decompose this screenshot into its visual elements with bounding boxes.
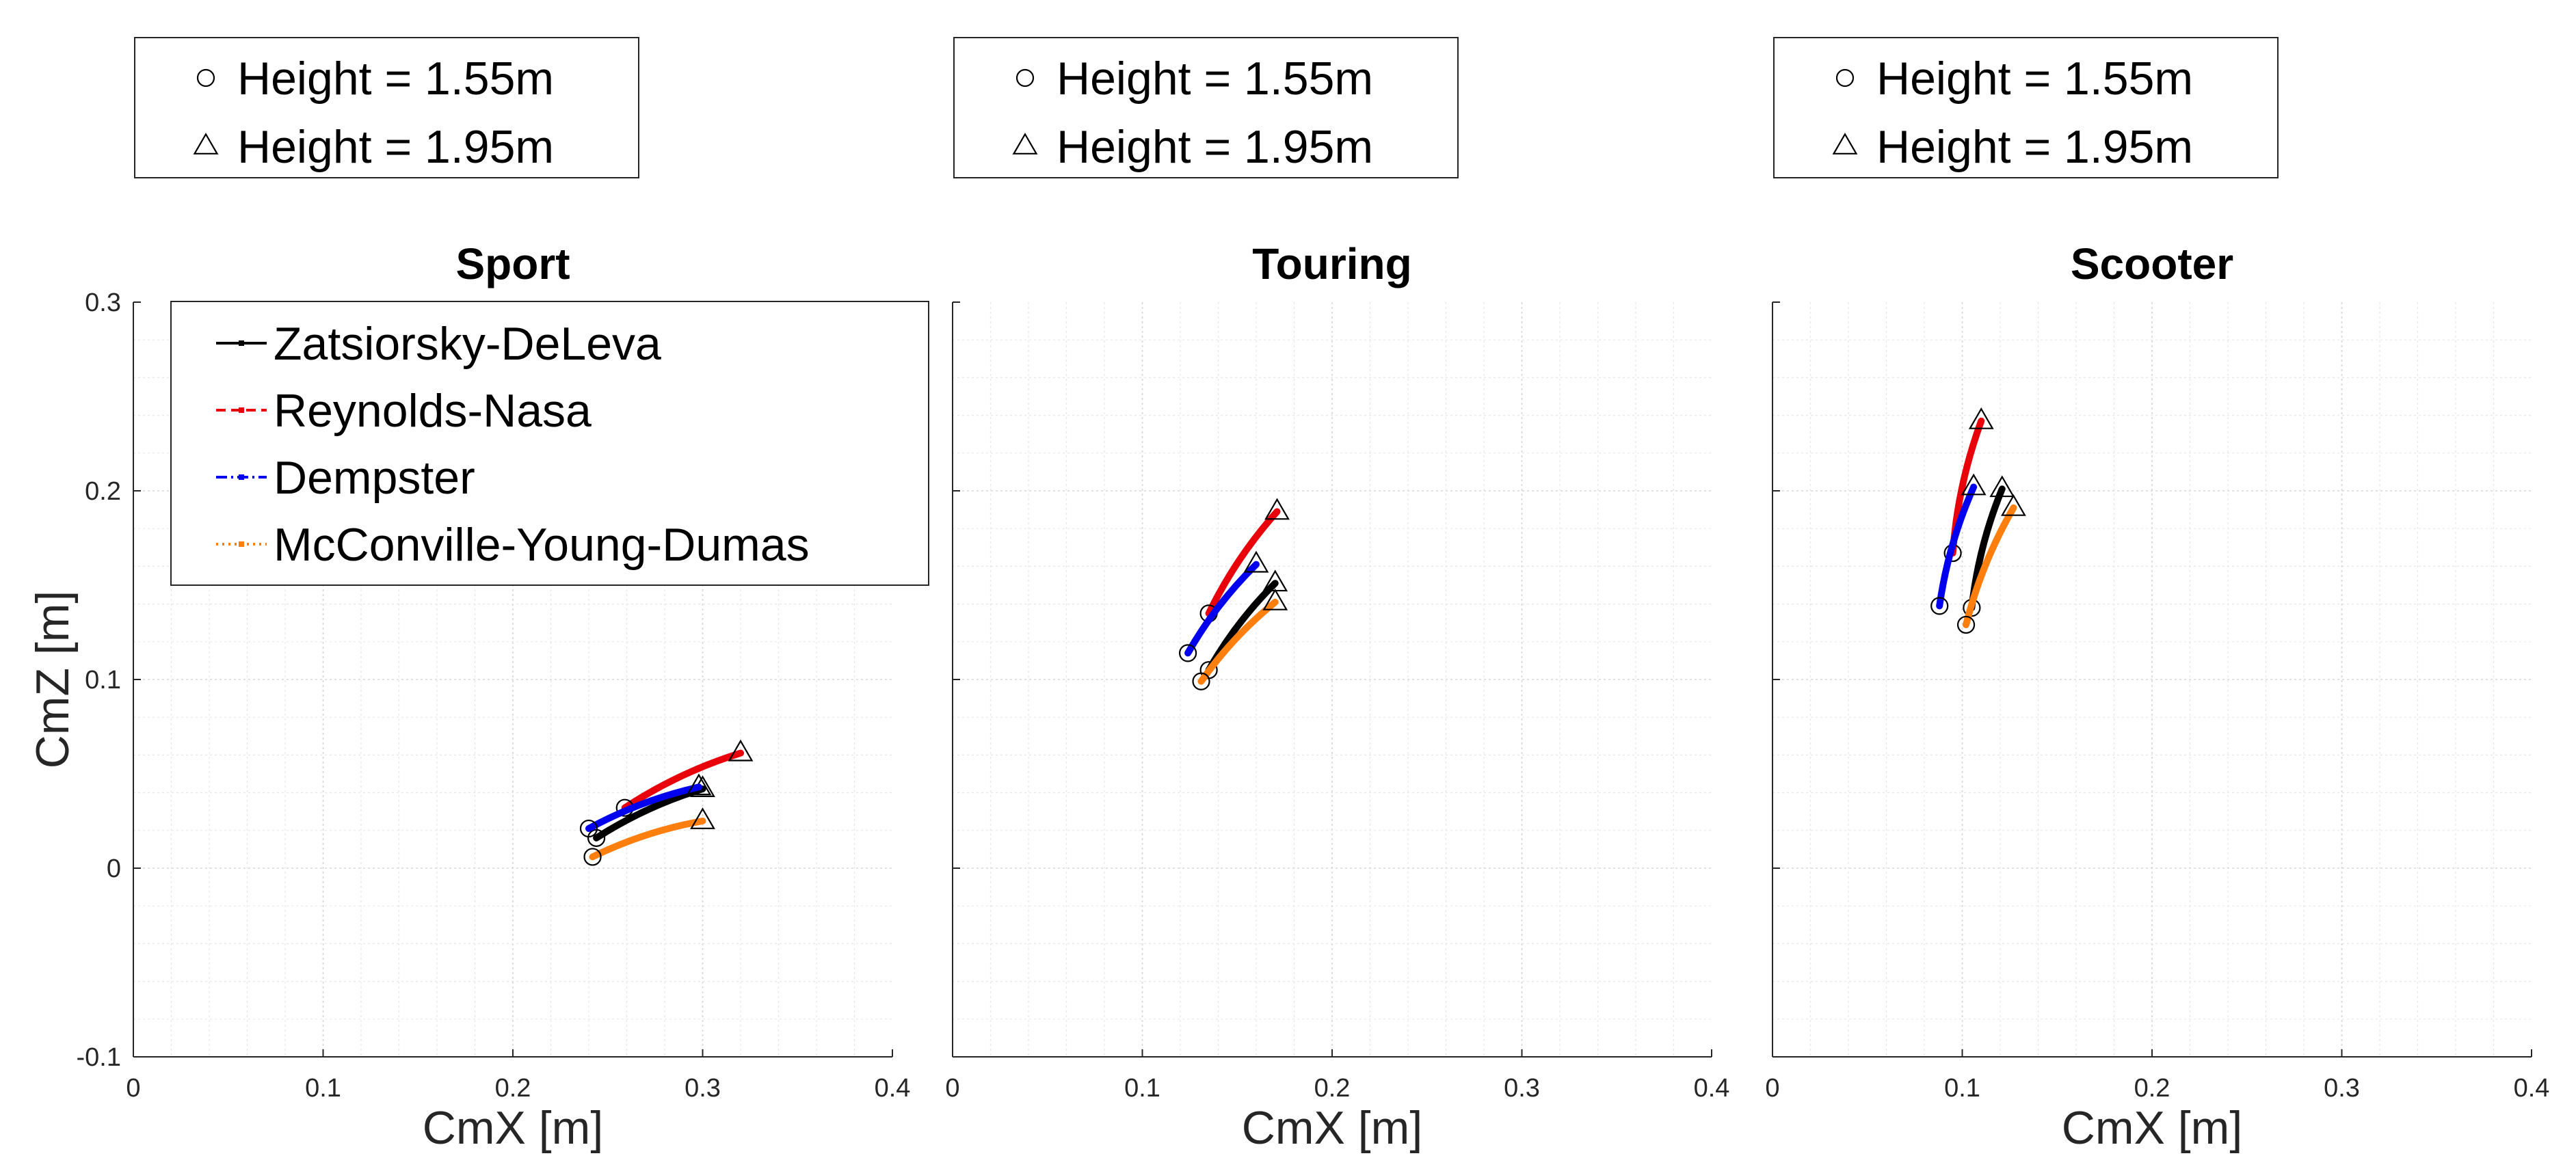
triangle-marker-icon [193, 133, 219, 154]
x-axis-label: CmX [m] [423, 1102, 603, 1154]
legend-box [1773, 37, 2279, 178]
y-tick-label: 0 [107, 854, 121, 883]
series-line [589, 818, 706, 861]
y-axis-label: CmZ [m] [27, 591, 79, 769]
x-tick-label: 0 [126, 1074, 140, 1103]
circle-marker-icon [196, 68, 215, 88]
series-dempster [1930, 473, 1987, 615]
x-tick-label: 0.3 [685, 1074, 721, 1103]
subplot-touring: 0 0.1 0.2 0.3 0.4 Touring CmX [m] [945, 239, 1729, 1154]
subplot-scooter: 0 0.1 0.2 0.3 0.4 Scooter CmX [m] [1765, 239, 2549, 1154]
legend-box [170, 301, 929, 586]
grid [953, 302, 1712, 1057]
y-tick-label: 0.1 [85, 666, 121, 695]
series-line [1205, 508, 1281, 617]
end-marker [1264, 498, 1290, 520]
end-marker [1262, 588, 1288, 610]
legend-label: Dempster [274, 452, 475, 504]
end-marker [1968, 407, 1994, 429]
series-line [593, 785, 706, 842]
y-tick-label: 0.2 [85, 477, 121, 506]
height-legend-2: Height = 1.55m Height = 1.95m [953, 37, 1459, 178]
y-tick-label: 0.3 [85, 288, 121, 317]
series-line [1936, 483, 1978, 610]
legend-label: Height = 1.55m [1876, 53, 2193, 105]
start-marker [1956, 615, 1976, 634]
start-marker [1178, 644, 1197, 662]
x-tick-label: 0.1 [1944, 1074, 1980, 1103]
circle-marker-icon [1015, 68, 1035, 88]
legend-point-icon [239, 541, 244, 547]
start-marker [1930, 597, 1949, 615]
legend-label: Height = 1.95m [1876, 121, 2193, 173]
series-line [621, 749, 744, 811]
end-marker [1243, 550, 1269, 573]
end-marker [728, 739, 754, 762]
legend-point-icon [239, 474, 244, 480]
legend-label: Reynolds-Nasa [274, 385, 592, 437]
legend-label: McConville-Young-Dumas [274, 519, 810, 571]
x-tick-label: 0.3 [1504, 1074, 1540, 1103]
x-axis-label: CmX [m] [2062, 1102, 2242, 1154]
legend-entry-mcconville-young-dumas: McConville-Young-Dumas [216, 519, 810, 571]
end-marker [2001, 494, 2026, 516]
x-tick-label: 0.2 [2134, 1074, 2170, 1103]
y-tick-label: -0.1 [77, 1043, 121, 1072]
x-axis-label: CmX [m] [1242, 1102, 1422, 1154]
legend-label: Height = 1.55m [1057, 53, 1373, 105]
height-legend-1: Height = 1.55m Height = 1.95m [134, 37, 639, 178]
x-tick-label: 0.1 [1124, 1074, 1160, 1103]
series-dempster [1178, 550, 1269, 662]
subplot-title: Touring [1252, 239, 1411, 288]
series-mcconville-young-dumas [1192, 588, 1288, 690]
x-tick-label: 0.2 [1314, 1074, 1351, 1103]
end-marker [686, 773, 712, 796]
legend-entry-reynolds-nasa: Reynolds-Nasa [216, 385, 592, 437]
legend-label: Zatsiorsky-DeLeva [274, 318, 661, 370]
start-marker [1192, 672, 1210, 690]
legend-point-icon [239, 340, 244, 346]
circle-marker-icon [1835, 68, 1855, 88]
legend-label: Height = 1.95m [237, 121, 554, 173]
subplot-title: Scooter [2071, 239, 2233, 288]
series-dempster [579, 773, 712, 838]
series-line [1963, 504, 2017, 628]
x-tick-label: 0.1 [305, 1074, 341, 1103]
start-marker [583, 848, 602, 866]
subplot-title: Sport [455, 239, 570, 288]
end-marker [1961, 473, 1987, 496]
x-tick-label: 0.4 [2514, 1074, 2550, 1103]
series-mcconville-young-dumas [1956, 494, 2026, 634]
model-legend: Zatsiorsky-DeLeva Reynolds-Nasa Dempster Mc… [170, 301, 929, 586]
series-mcconville-young-dumas [583, 807, 715, 866]
start-marker [579, 819, 598, 838]
grid [1772, 302, 2532, 1057]
x-tick-label: 0.3 [2324, 1074, 2360, 1103]
x-tick-label: 0.4 [875, 1074, 911, 1103]
legend-box [134, 37, 639, 178]
triangle-marker-icon [1012, 133, 1038, 154]
height-legend-3: Height = 1.55m Height = 1.95m [1773, 37, 2279, 178]
x-tick-label: 0.2 [495, 1074, 531, 1103]
series-line [1184, 561, 1260, 657]
x-tick-label: 0 [1765, 1074, 1779, 1103]
legend-point-icon [239, 407, 244, 413]
x-tick-label: 0 [945, 1074, 959, 1103]
legend-label: Height = 1.55m [237, 53, 554, 105]
legend-entry-dempster: Dempster [216, 452, 475, 504]
legend-entry-zatsiorsky-deleva: Zatsiorsky-DeLeva [216, 318, 661, 370]
legend-box [953, 37, 1459, 178]
series-line [585, 783, 702, 833]
legend-label: Height = 1.95m [1057, 121, 1373, 173]
end-marker [690, 807, 715, 829]
end-marker [1989, 475, 2015, 498]
x-tick-label: 0.4 [1694, 1074, 1730, 1103]
triangle-marker-icon [1832, 133, 1858, 154]
